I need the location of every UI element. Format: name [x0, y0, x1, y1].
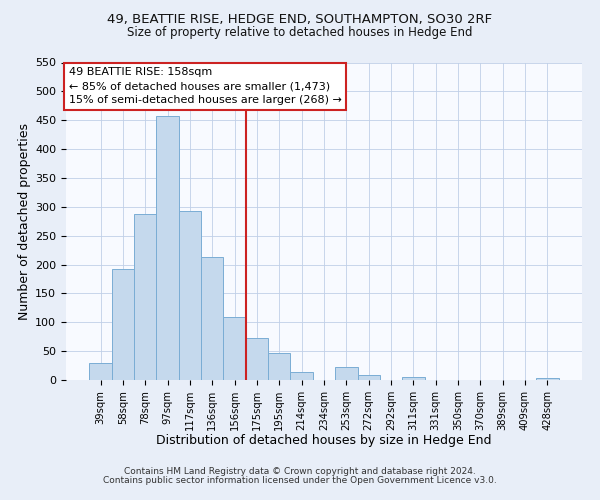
Bar	[179, 212, 201, 380]
Bar	[112, 269, 134, 380]
Bar	[201, 257, 223, 380]
Y-axis label: Number of detached properties: Number of detached properties	[18, 122, 31, 320]
X-axis label: Distribution of detached houses by size in Hedge End: Distribution of detached houses by size …	[156, 434, 492, 448]
Bar	[246, 338, 268, 380]
Bar	[223, 316, 246, 380]
Bar	[290, 372, 313, 380]
Bar	[536, 378, 559, 380]
Bar	[157, 116, 179, 380]
Bar	[402, 377, 425, 380]
Bar	[335, 368, 358, 380]
Bar	[268, 353, 290, 380]
Text: Contains HM Land Registry data © Crown copyright and database right 2024.: Contains HM Land Registry data © Crown c…	[124, 467, 476, 476]
Text: 49 BEATTIE RISE: 158sqm
← 85% of detached houses are smaller (1,473)
15% of semi: 49 BEATTIE RISE: 158sqm ← 85% of detache…	[68, 68, 341, 106]
Bar	[358, 375, 380, 380]
Text: 49, BEATTIE RISE, HEDGE END, SOUTHAMPTON, SO30 2RF: 49, BEATTIE RISE, HEDGE END, SOUTHAMPTON…	[107, 12, 493, 26]
Text: Contains public sector information licensed under the Open Government Licence v3: Contains public sector information licen…	[103, 476, 497, 485]
Bar	[134, 214, 157, 380]
Bar	[89, 362, 112, 380]
Text: Size of property relative to detached houses in Hedge End: Size of property relative to detached ho…	[127, 26, 473, 39]
